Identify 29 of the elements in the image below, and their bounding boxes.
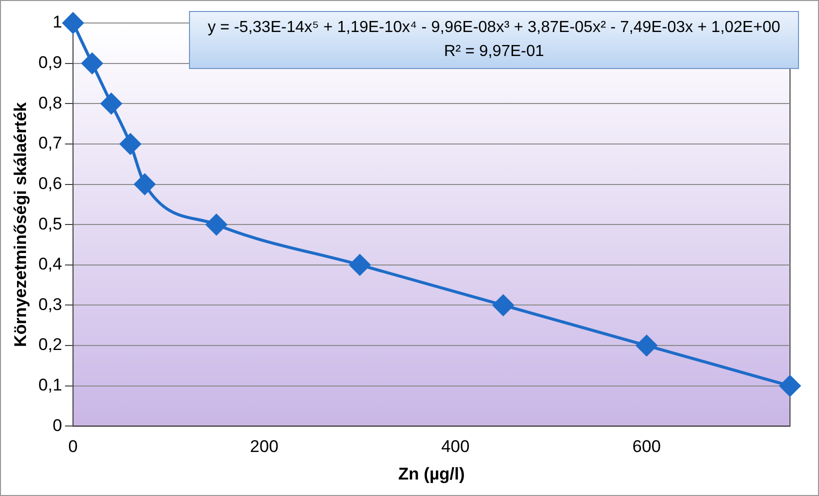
point (134, 174, 156, 195)
point (100, 93, 122, 114)
y-tick-label: 0 (52, 416, 62, 435)
point (120, 133, 141, 154)
annotation: y = -5,33E-14x⁵ + 1,19E-10x⁴ - 9,96E-08x³ + 3,87E-05x² - 7,49E-03x + 1,02E+00 (206, 18, 782, 38)
x-tick-label: 200 (250, 437, 278, 456)
point (636, 335, 658, 356)
y-tick-label: 0,9 (38, 53, 62, 72)
x-axis-title: Zn (µg/l) (398, 464, 465, 484)
y-tick-label: 0,3 (38, 294, 62, 314)
point (206, 214, 227, 236)
x-tick-label: 400 (441, 437, 470, 456)
y-tick-label: 1 (52, 12, 62, 32)
point (349, 254, 370, 276)
point (780, 375, 800, 396)
x-tick-label: 600 (632, 437, 661, 456)
y-tick-label: 0,4 (38, 254, 62, 274)
y-tick-label: 0,1 (38, 376, 62, 395)
y-tick-label: 0,2 (38, 335, 62, 354)
y-tick-label: 0,8 (38, 93, 62, 112)
y-tick-label: 0,5 (38, 214, 62, 234)
y-tick-label: 0,6 (38, 174, 62, 193)
annotation: R² = 9,97E-01 (442, 42, 546, 62)
point (492, 294, 514, 316)
point (62, 12, 84, 34)
x-tick-label: 0 (68, 437, 78, 456)
y-axis-title: Környezetminőségi skálaérték (10, 102, 30, 347)
point (82, 52, 103, 74)
y-tick-label: 0,7 (38, 134, 62, 153)
